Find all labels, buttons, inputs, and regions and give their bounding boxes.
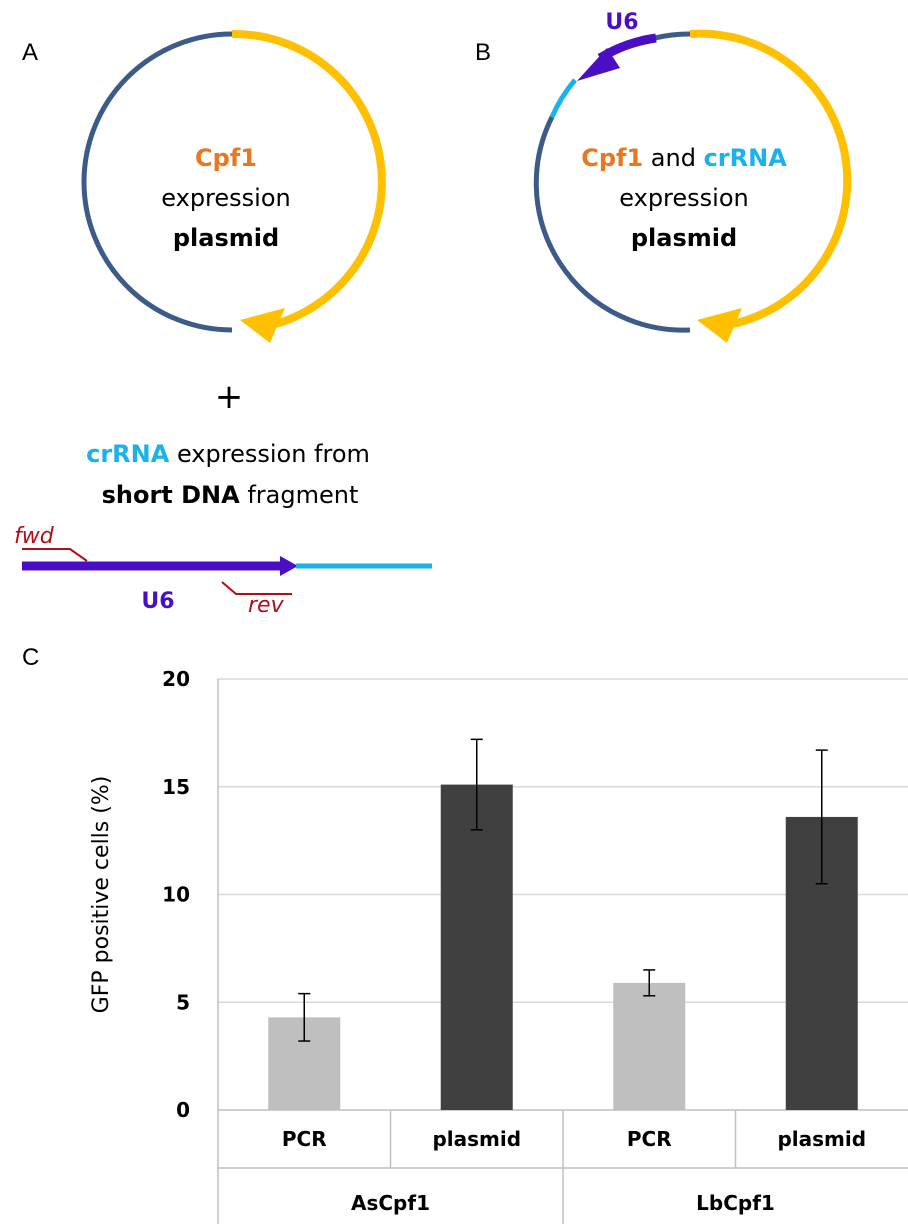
fragment-caption-rest1: expression from [169,440,370,468]
x-group-label: LbCpf1 [696,1191,775,1215]
plasmid-b-and-word: and [643,144,703,172]
plasmid-a-cpf1-text: Cpf1 [195,144,257,172]
y-tick-label: 10 [162,883,190,907]
fragment-u6-arrowhead [280,556,298,576]
panel-c-label: C [22,644,39,671]
bar-chart: 0 5 10 15 20 GFP positive cells (%) PCR plasmid… [89,667,908,1224]
plasmid-b [533,29,852,343]
plasmid-b-crrna-segment [549,78,577,119]
panel-b: B U6 Cpf1 and crRNA expression plasmid [475,10,852,343]
plasmid-b-plasmid-text: plasmid [631,224,737,252]
x-category-label: plasmid [777,1127,866,1151]
x-category-label: PCR [627,1127,672,1151]
fragment-caption-rest2: fragment [240,481,359,509]
plasmid-b-cpf1-gene [689,29,852,329]
rev-primer-arrow [221,581,292,595]
plasmid-b-cpf1-arrowhead [697,308,742,343]
plasmid-a-expression-text: expression [161,184,290,212]
y-tick-label: 0 [176,1098,190,1122]
fwd-primer-arrow [22,548,88,562]
plus-sign: + [215,377,244,417]
rev-primer-label: rev [248,593,285,618]
fwd-primer-label: fwd [14,524,55,549]
fragment-caption-line2: short DNA fragment [102,481,359,509]
plasmid-b-u6-label: U6 [605,10,638,35]
plasmid-b-crrna-word: crRNA [704,144,788,172]
bar-lbcpf1-pcr [613,982,686,1110]
dna-fragment [22,556,432,576]
fragment-caption-line1: crRNA expression from [86,440,370,468]
bar-ascpf1-plasmid [440,784,513,1110]
fragment-u6-label: U6 [141,589,174,614]
x-group-label: AsCpf1 [351,1191,430,1215]
panel-b-label: B [475,39,491,66]
fragment-short-dna: short DNA [102,481,241,509]
x-category-label: PCR [282,1127,327,1151]
plasmid-b-cpf1-word: Cpf1 [581,144,643,172]
plasmid-b-u6-arrowhead [577,48,620,81]
x-category-label: plasmid [432,1127,521,1151]
plasmid-a-plasmid-text: plasmid [173,224,279,252]
panel-c: C 0 5 10 15 20 GFP positive cells (%) PCR plasm… [22,644,908,1224]
panel-a-label: A [22,39,38,66]
plasmid-a-backbone [81,31,233,333]
y-tick-label: 20 [162,667,190,691]
plasmid-b-title-line: Cpf1 and crRNA [581,144,787,172]
plasmid-a-cpf1-arrowhead [240,308,285,343]
fragment-crrna-word: crRNA [86,440,170,468]
panel-a: A Cpf1 expression plasmid + crRNA expres… [14,29,432,618]
plasmid-b-backbone-top [654,31,691,41]
y-tick-label: 5 [176,990,190,1014]
plasmid-b-backbone [533,115,691,333]
y-axis-title: GFP positive cells (%) [89,776,114,1014]
plasmid-a [81,29,386,343]
plasmid-b-expression-text: expression [619,184,748,212]
y-tick-label: 15 [162,775,190,799]
plasmid-a-cpf1-gene [231,29,386,329]
